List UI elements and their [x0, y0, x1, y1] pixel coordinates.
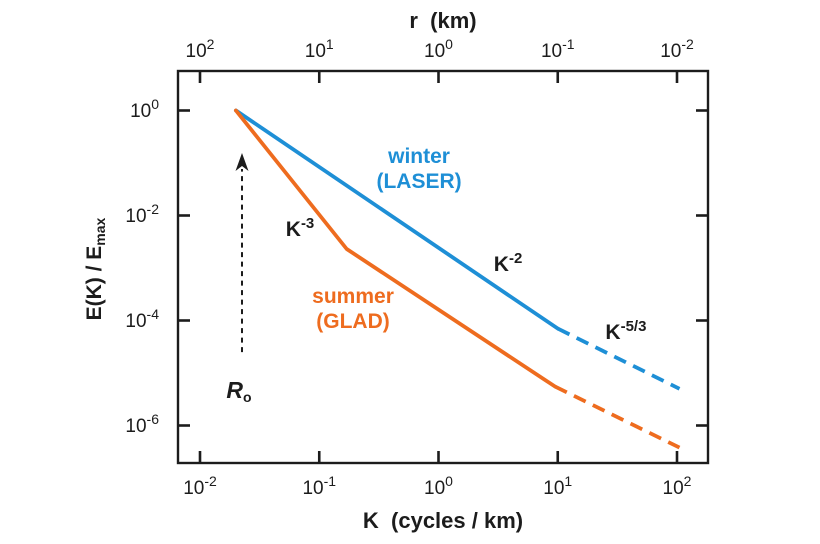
top-tick-label: 10-2 — [660, 36, 694, 62]
x-tick-label: 100 — [424, 473, 453, 499]
summer-label-line-1: summer — [312, 285, 394, 308]
top-tick-label: 10-1 — [541, 36, 575, 62]
x-tick-label: 10-1 — [302, 473, 336, 499]
y-tick-label: 10-6 — [125, 411, 159, 437]
x-tick-label: 101 — [543, 473, 572, 499]
winter-label-line-2: (LASER) — [376, 170, 461, 193]
top-tick-label: 101 — [305, 36, 334, 62]
summer-label-line-2: (GLAD) — [316, 310, 389, 333]
x-tick-label: 102 — [663, 473, 692, 499]
top-tick-label: 102 — [186, 36, 215, 62]
rossby-arrow-head — [235, 153, 249, 172]
top-axis-title: r (km) — [409, 8, 477, 33]
rossby-label: Ro — [226, 377, 251, 405]
winter-line-solid — [233, 108, 560, 331]
plot-frame — [176, 69, 710, 465]
y-tick-label: 10-2 — [125, 201, 159, 227]
x-tick-label: 10-2 — [183, 473, 217, 499]
winter-label-line-1: winter — [387, 145, 450, 168]
slope-label-k-minus-5-3: K-5/3 — [605, 318, 646, 344]
x-axis-title: K (cycles / km) — [362, 508, 524, 533]
slope-label-k-minus-3: K-3 — [286, 215, 315, 241]
summer-line-solid — [233, 108, 557, 389]
slope-label-k-minus-2: K-2 — [494, 250, 523, 276]
winter-line-dashed — [556, 326, 681, 391]
top-tick-label: 100 — [424, 36, 453, 62]
summer-line-dashed — [554, 384, 681, 450]
y-tick-label: 10-4 — [125, 306, 159, 332]
y-tick-label: 100 — [130, 96, 159, 122]
